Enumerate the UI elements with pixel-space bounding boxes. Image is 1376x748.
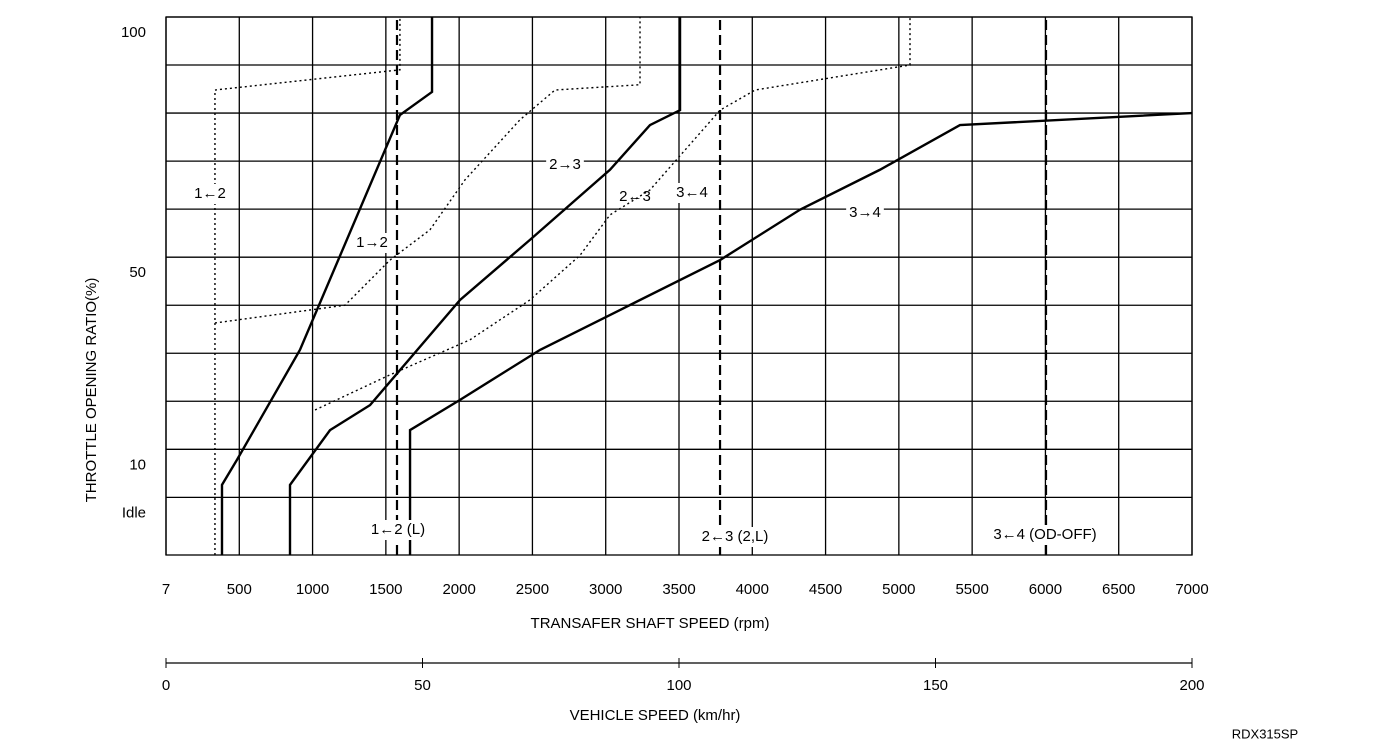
series-line [214,17,401,555]
y-tick-label: 10 [129,456,146,473]
x2-axis-title: VEHICLE SPEED (km/hr) [570,707,741,724]
series-label: 1←2 (L) [371,521,425,538]
x-axis-title: TRANSAFER SHAFT SPEED (rpm) [531,615,770,632]
x-tick-label: 3500 [662,581,695,598]
series-label: 3←4 (OD-OFF) [993,526,1096,543]
label-background [673,183,711,203]
label-background [846,203,884,223]
x-tick-label: 3000 [589,581,622,598]
series-line [408,111,1193,555]
label-background [191,184,229,204]
x-tick-label: 2500 [516,581,549,598]
label-background [990,525,1100,545]
x-tick-label: 4000 [736,581,769,598]
y-tick-label: 100 [121,24,146,41]
figure-code: RDX315SP [1232,726,1298,741]
series-label: 1→2 [356,234,388,251]
x2-tick-label: 150 [923,677,948,694]
series-line [214,17,641,324]
x-tick-label: 1000 [296,581,329,598]
x-tick-label: 5500 [955,581,988,598]
x2-tick-label: 100 [666,677,691,694]
label-background [616,187,654,207]
x-tick-label: 6500 [1102,581,1135,598]
x2-tick-label: 50 [414,677,431,694]
x-tick-label: 1500 [369,581,402,598]
x-tick-label: 500 [227,581,252,598]
x-tick-label: 6000 [1029,581,1062,598]
label-background [367,520,429,540]
series-label: 3→4 [849,204,881,221]
series-label: 2←3 [619,188,651,205]
series-line [220,17,434,555]
x-tick-label: 7000 [1175,581,1208,598]
label-background [546,155,584,175]
series-label: 2→3 [549,156,581,173]
y-tick-label: 50 [129,264,146,281]
x-tick-label: 5000 [882,581,915,598]
series-label: 1←2 [194,185,226,202]
x-tick-label: 7 [162,581,170,598]
x2-tick-label: 200 [1179,677,1204,694]
y-tick-label: Idle [122,504,146,521]
series-label: 3←4 [676,184,708,201]
x-tick-label: 4500 [809,581,842,598]
y-axis-title: THROTTLE OPENING RATIO(%) [83,278,100,503]
x-tick-label: 2000 [442,581,475,598]
label-background [698,527,772,547]
label-background [353,233,391,253]
series-line [314,17,911,411]
series-label: 2←3 (2,L) [702,528,769,545]
series-line [288,17,682,555]
x2-tick-label: 0 [162,677,170,694]
